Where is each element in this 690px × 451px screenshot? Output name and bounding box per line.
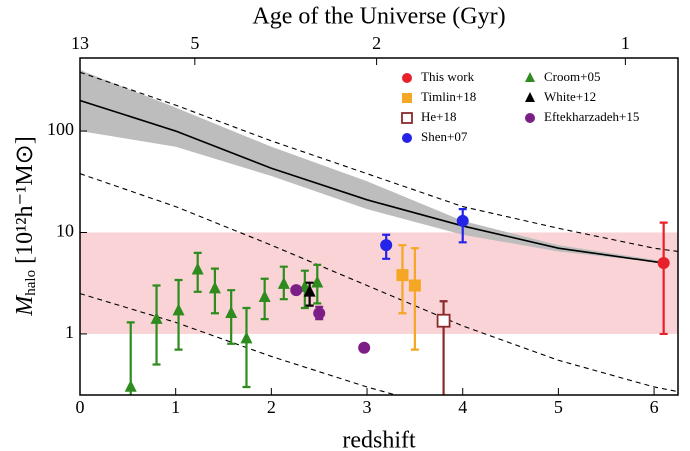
error-bar [410, 247, 419, 351]
y-label-rest: [10¹²h⁻¹M⊙] [12, 136, 38, 270]
y-axis-label: Mhalo [10¹²h⁻¹M⊙] [12, 136, 40, 317]
legend-label: Eftekharzadeh+15 [544, 109, 639, 124]
error-bar [659, 221, 668, 336]
point [240, 331, 253, 344]
point [657, 257, 670, 270]
legend-marker [525, 92, 535, 102]
point [258, 290, 271, 303]
point [401, 112, 413, 124]
legend-marker [525, 113, 535, 123]
point [456, 214, 469, 227]
point [402, 73, 412, 83]
y-label-main: M [12, 294, 38, 317]
legend-marker [402, 133, 412, 143]
y-tick-label: 10 [56, 221, 74, 241]
y-label-sub: halo [23, 270, 39, 296]
point [358, 341, 371, 354]
x-tick-label: 4 [458, 397, 467, 417]
model-curve [80, 99, 664, 264]
point [436, 313, 451, 328]
point [525, 72, 535, 82]
y-tick-label: 1 [65, 322, 74, 342]
legend-label: This work [421, 69, 475, 84]
legend: This work Timlin+18 He+18 Shen+07 Croom+05 Wh… [401, 69, 639, 144]
point [311, 275, 324, 288]
legend-label: White+12 [544, 89, 596, 104]
x-tick-label: 0 [76, 397, 85, 417]
x2-tick-label: 2 [372, 33, 381, 53]
x-tick-label: 6 [650, 397, 659, 417]
legend-label: He+18 [421, 109, 457, 124]
point [396, 269, 409, 282]
error-bar [126, 321, 135, 395]
x-axis-label: redshift [342, 428, 416, 451]
point [380, 239, 393, 252]
legend-marker [402, 93, 412, 103]
point [277, 276, 290, 289]
x2-tick-label: 13 [71, 33, 89, 53]
legend-label: Timlin+18 [421, 89, 476, 104]
point [150, 311, 163, 324]
point [402, 133, 412, 143]
point [290, 284, 303, 297]
point [525, 92, 535, 102]
point [408, 279, 421, 292]
error-bar [152, 284, 161, 366]
legend-label: Shen+07 [421, 129, 468, 144]
legend-marker [401, 112, 413, 124]
error-bar [242, 306, 251, 389]
legend-marker [402, 73, 412, 83]
point [191, 262, 204, 275]
legend-label: Croom+05 [544, 69, 600, 84]
x2-tick-label: 1 [621, 33, 630, 53]
frame [79, 57, 679, 396]
x-tick-label: 2 [267, 397, 276, 417]
x-tick-label: 3 [363, 397, 372, 417]
point [172, 303, 185, 316]
point [124, 379, 137, 392]
point [525, 113, 535, 123]
y-tick-label: 100 [47, 119, 74, 139]
point [313, 307, 326, 320]
x-tick-label: 1 [171, 397, 180, 417]
shaded-region [80, 232, 678, 334]
point [402, 93, 412, 103]
point [208, 281, 221, 294]
point [225, 306, 238, 319]
x-tick-label: 5 [554, 397, 563, 417]
plot-area [80, 69, 678, 395]
x2-axis-label: Age of the Universe (Gyr) [252, 4, 505, 30]
x2-tick-label: 5 [190, 33, 199, 53]
legend-marker [525, 72, 535, 82]
model-curve [80, 71, 678, 253]
point [303, 284, 316, 297]
model-curve [80, 293, 396, 395]
